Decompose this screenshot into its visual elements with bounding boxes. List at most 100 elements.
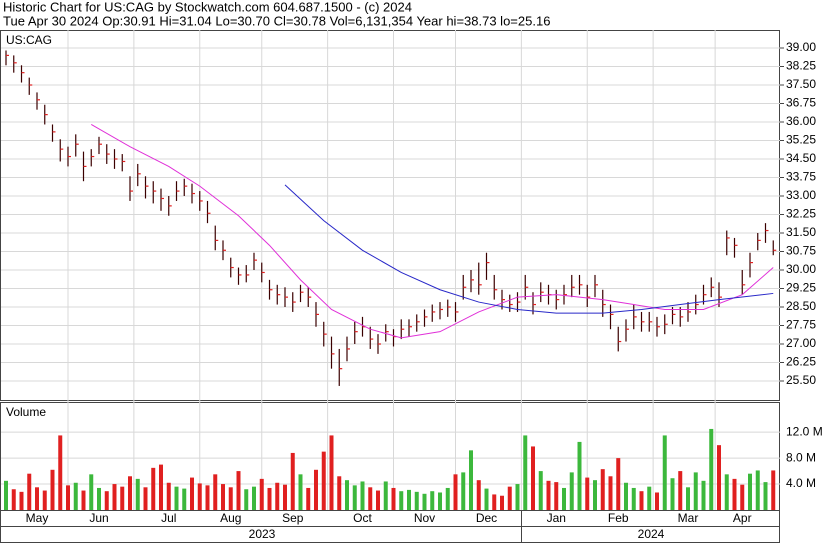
volume-bar (562, 487, 566, 510)
volume-bar (42, 490, 47, 510)
y-tick-label: 27.75 (786, 318, 816, 332)
volume-bar (128, 476, 132, 510)
volume-bar (314, 469, 318, 510)
volume-bar (631, 487, 636, 510)
volume-bar (112, 484, 117, 510)
volume-bar (608, 476, 613, 510)
volume-bar (693, 472, 698, 510)
volume-tick-label: 12.0 M (786, 424, 823, 438)
volume-bar (11, 489, 16, 510)
y-tick-label: 33.00 (786, 188, 816, 202)
volume-bar (732, 478, 737, 510)
volume-bar (383, 481, 388, 510)
volume-bar (414, 491, 419, 510)
volume-bar (368, 487, 373, 510)
volume-bar (73, 482, 78, 510)
volume-tick-label: 8.0 M (786, 450, 816, 464)
volume-bar (616, 458, 621, 510)
x-tick-label: Apr (733, 511, 752, 525)
x-tick-label: Jun (89, 511, 108, 525)
volume-bar (662, 435, 667, 510)
volume-bar (89, 474, 94, 510)
y-tick-label: 38.25 (786, 59, 816, 73)
volume-bar (4, 480, 8, 510)
volume-bar (352, 485, 357, 510)
volume-tick-label: 4.0 M (786, 476, 816, 490)
volume-bar (143, 487, 148, 510)
volume-bar (252, 486, 256, 510)
volume-bar (166, 482, 171, 510)
volume-bar (259, 478, 264, 510)
volume-bar (670, 478, 675, 510)
y-tick-label: 27.00 (786, 336, 816, 350)
volume-bar (66, 485, 70, 510)
y-tick-label: 36.75 (786, 96, 816, 110)
volume-bar (120, 486, 125, 510)
y-tick-label: 25.50 (786, 373, 816, 387)
volume-bar (523, 435, 528, 510)
volume-bar (593, 480, 597, 510)
volume-bar (484, 488, 489, 510)
volume-bar (376, 490, 380, 510)
y-tick-label: 28.50 (786, 299, 816, 313)
volume-bar (531, 446, 535, 510)
volume-bar (515, 484, 520, 510)
x-tick-label: May (26, 511, 49, 525)
y-tick-label: 29.25 (786, 281, 816, 295)
volume-bar (554, 482, 559, 510)
volume-bar (205, 485, 210, 510)
volume-bar (35, 487, 39, 510)
y-tick-label: 39.00 (786, 40, 816, 54)
volume-label: Volume (6, 405, 46, 419)
volume-bar (236, 471, 241, 510)
volume-bar (755, 470, 760, 510)
volume-bar (600, 469, 605, 510)
volume-bar (135, 478, 140, 510)
volume-bar (190, 477, 194, 510)
volume-bar (678, 471, 683, 510)
volume-bar (701, 480, 706, 510)
volume-bar (724, 474, 729, 510)
volume-bar (174, 486, 179, 510)
volume-bar (438, 492, 442, 510)
volume-bar (244, 489, 249, 510)
y-tick-label: 37.50 (786, 77, 816, 91)
symbol-box (4, 34, 62, 48)
x-tick-label: Feb (608, 511, 629, 525)
moving-average (284, 184, 774, 314)
volume-bar (329, 435, 334, 510)
volume-bar (740, 484, 745, 510)
y-tick-label: 32.25 (786, 207, 816, 221)
chart-subtitle: Tue Apr 30 2024 Op:30.91 Hi=31.04 Lo=30.… (3, 13, 550, 28)
volume-bar (476, 480, 481, 510)
volume-bar (81, 490, 86, 510)
volume-bar (686, 487, 690, 510)
y-tick-label: 36.00 (786, 114, 816, 128)
volume-bar (182, 488, 187, 510)
volume-bar (228, 487, 233, 510)
volume-bar (748, 473, 752, 510)
volume-bar (360, 481, 365, 510)
chart-title: Historic Chart for US:CAG by Stockwatch.… (3, 0, 412, 14)
x-tick-label: Aug (220, 511, 241, 525)
volume-bar (298, 474, 303, 510)
symbol-label: US:CAG (6, 33, 52, 47)
volume-bar (58, 435, 63, 510)
volume-bar (221, 484, 225, 510)
x-tick-label: Oct (353, 511, 372, 525)
volume-bar (197, 483, 202, 510)
x-tick-label: Sep (282, 511, 304, 525)
year-label: 2023 (249, 527, 276, 541)
volume-bar (763, 482, 768, 510)
volume-bar (771, 470, 776, 510)
volume-bar (546, 480, 551, 510)
volume-bar (267, 487, 272, 510)
volume-bar (492, 494, 497, 510)
volume-bar (213, 474, 218, 510)
x-tick-label: Dec (476, 511, 497, 525)
volume-bar (19, 491, 24, 510)
x-tick-label: Nov (414, 511, 435, 525)
volume-bar (445, 487, 450, 510)
volume-bar (321, 451, 326, 510)
